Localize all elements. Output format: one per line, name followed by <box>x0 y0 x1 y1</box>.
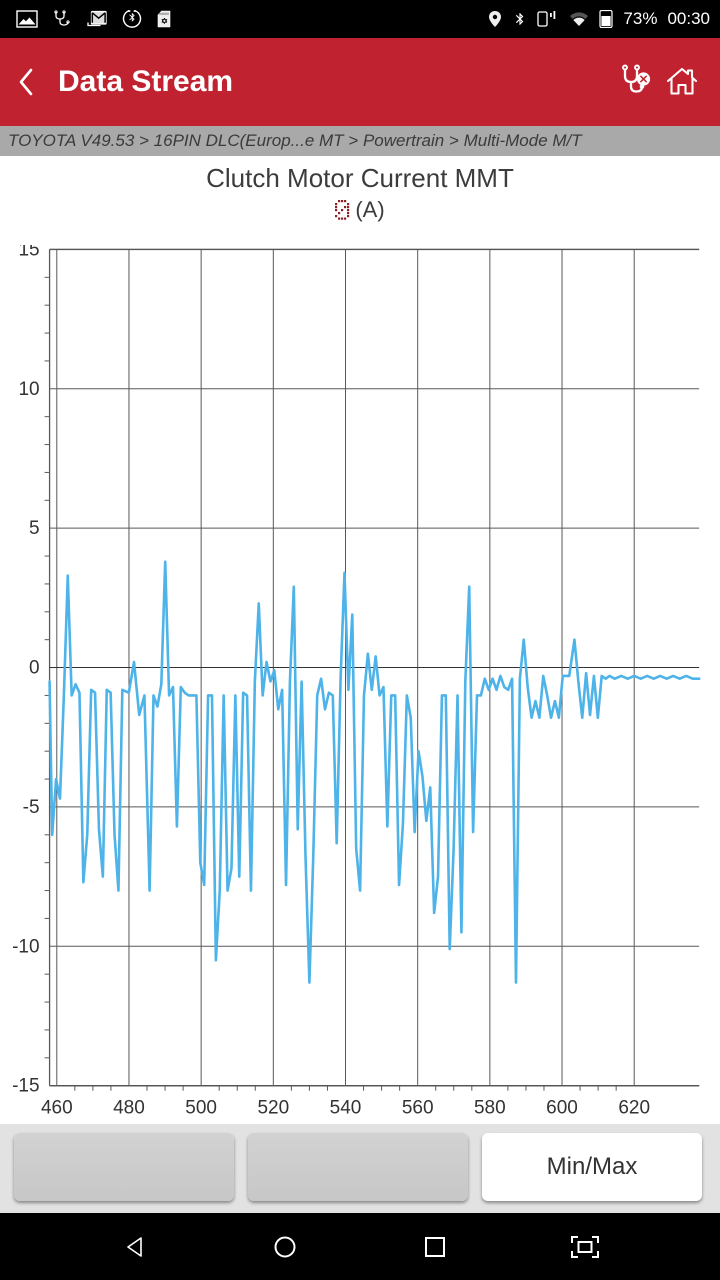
svg-text:0: 0 <box>29 658 40 679</box>
svg-text:540: 540 <box>330 1098 362 1119</box>
svg-text:480: 480 <box>113 1098 145 1119</box>
svg-text:620: 620 <box>618 1098 650 1119</box>
svg-text:5: 5 <box>29 518 40 539</box>
svg-text:-15: -15 <box>12 1076 39 1097</box>
svg-text:460: 460 <box>41 1098 73 1119</box>
svg-text:580: 580 <box>474 1098 506 1119</box>
svg-text:-5: -5 <box>23 797 40 818</box>
svg-text:600: 600 <box>546 1098 578 1119</box>
svg-text:500: 500 <box>185 1098 217 1119</box>
svg-text:15: 15 <box>18 245 39 260</box>
svg-text:560: 560 <box>402 1098 434 1119</box>
svg-text:520: 520 <box>257 1098 289 1119</box>
svg-text:10: 10 <box>18 379 39 400</box>
svg-text:-10: -10 <box>12 936 39 957</box>
